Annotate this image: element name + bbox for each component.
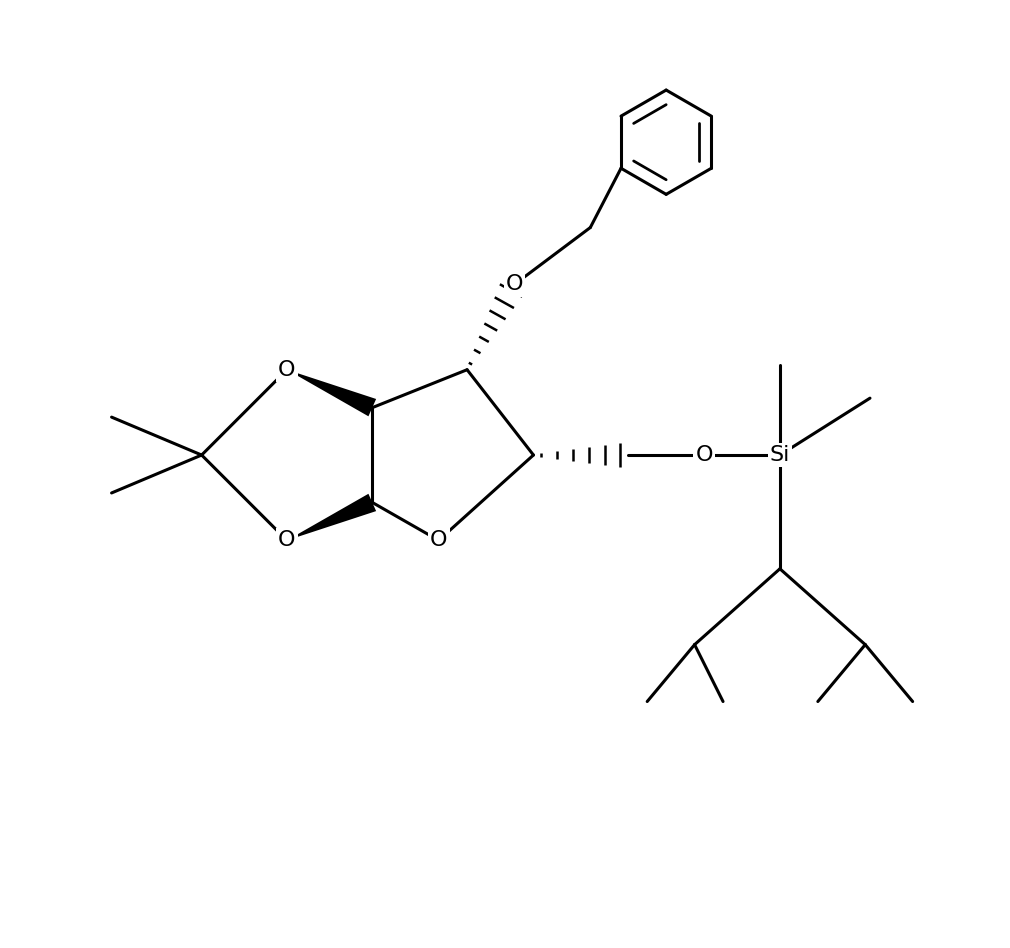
- Text: O: O: [506, 274, 523, 295]
- Text: O: O: [278, 530, 296, 551]
- Text: Si: Si: [770, 445, 790, 465]
- Text: O: O: [430, 530, 447, 551]
- Polygon shape: [287, 494, 376, 540]
- Text: O: O: [278, 359, 296, 380]
- Polygon shape: [287, 370, 376, 416]
- Text: O: O: [695, 445, 713, 465]
